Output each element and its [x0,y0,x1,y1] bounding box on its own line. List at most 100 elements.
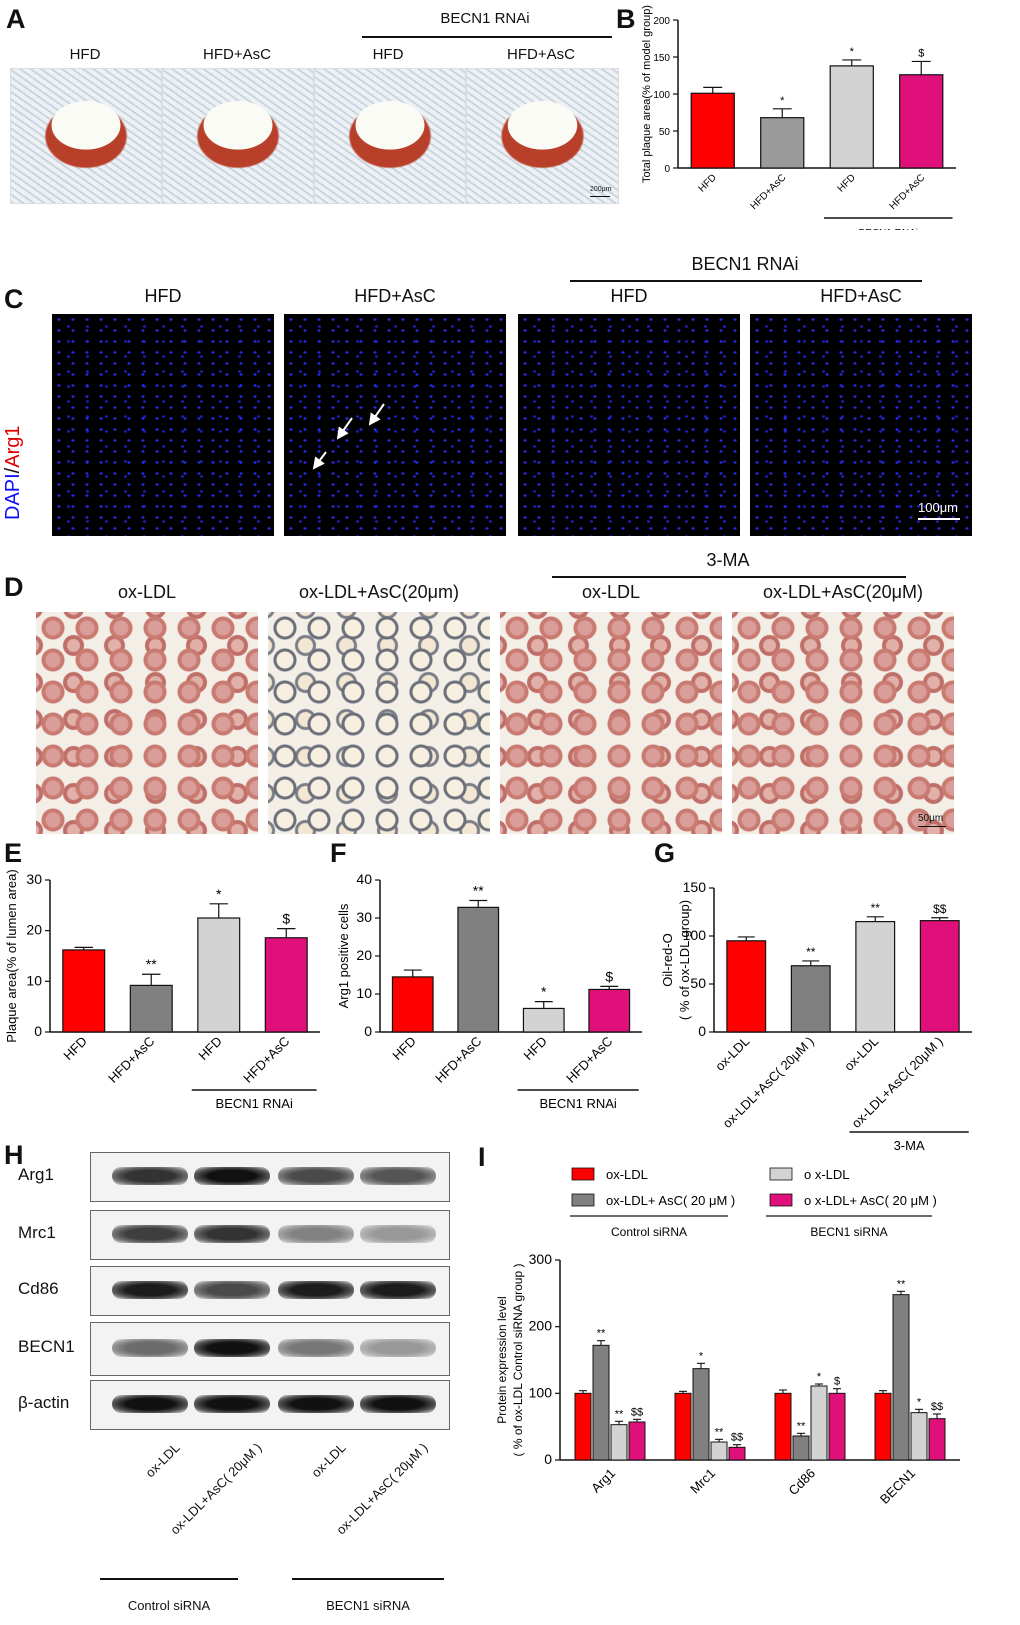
panel-a-image-1 [10,68,162,204]
blot-band [278,1281,354,1299]
blot-strip [90,1210,450,1260]
chart-f-category-label: HFD+AsC [432,1034,484,1086]
chart-f-bar [391,976,434,1033]
chart-i-category-label: Mrc1 [687,1466,718,1497]
chart-i-bar [910,1412,928,1461]
blot-band [194,1395,270,1413]
chart-i-category-label: Arg1 [588,1466,618,1496]
chart-b-bar [760,117,805,169]
panel-letter-g: G [654,838,676,868]
panel-c-scale-label: 100μm [918,500,959,515]
blot-group-line [292,1578,444,1580]
chart-e-bar [129,984,173,1033]
panel-letter-i: I [478,1142,486,1172]
chart-i-legend-group-label-2: BECN1 siRNA [810,1225,887,1239]
chart-e-group-label: BECN1 RNAi [216,1096,293,1111]
chart-e-ytick-label: 10 [26,972,42,988]
chart-i-legend-label: o x-LDL+ AsC( 20 μM ) [804,1193,937,1208]
chart-e-ytick-label: 0 [34,1023,42,1039]
panel-a-label-3: HFD [372,46,404,63]
chart-f-ylabel: Arg1 positive cells [336,903,351,1008]
arg1-label: Arg1 [2,425,24,468]
chart-i-bar [874,1392,892,1461]
chart-f-ytick-label: 40 [356,871,372,887]
chart-e-ytick-label: 20 [26,922,42,938]
chart-e-category-label: HFD+AsC [105,1034,157,1086]
chart-g-bar [726,940,767,1033]
chart-i-category-label: BECN1 [877,1466,918,1507]
chart-b-ytick-label: 50 [659,127,671,138]
panel-a-label-2: HFD+AsC [203,46,271,63]
panel-letter-f: F [330,838,347,868]
panel-a-image-3 [314,68,466,204]
chart-f-ytick-label: 30 [356,909,372,925]
panel-a-scale-bar [590,196,610,197]
panel-d-group-label: 3-MA [706,550,750,570]
chart-g-ytick-label: 0 [698,1023,706,1039]
blot-band [360,1395,436,1413]
chart-f-bar [522,1007,565,1033]
chart-g-sig-label: ** [871,901,881,915]
chart-i-bar [628,1421,646,1461]
chart-e-ylabel: Plaque area(% of lumen area) [4,869,19,1042]
blot-band [194,1225,270,1243]
chart-e-category-label: HFD+AsC [240,1034,292,1086]
blot-band [112,1167,188,1185]
blot-band [194,1281,270,1299]
chart-e-bar [264,937,308,1033]
chart-b-bar [899,74,944,169]
blot-band [112,1339,188,1357]
blot-group-line [100,1578,238,1580]
chart-i-sig-label: * [817,1371,822,1383]
chart-i-ytick-label: 200 [529,1318,553,1334]
chart-i-sig-label: $$ [631,1406,643,1418]
chart-f-sig-label: * [541,984,547,1000]
panel-a-label-1: HFD [69,46,101,63]
blot-band [278,1395,354,1413]
panel-d-image-4 [732,612,954,834]
blot-band [360,1281,436,1299]
blot-band [112,1225,188,1243]
panel-letter-a: A [6,4,26,34]
blot-lane-label: ox-LDL+AsC( 20μM ) [167,1440,265,1538]
panel-c-group-line [570,280,922,282]
chart-g-category-label: ox-LDL [841,1034,881,1074]
chart-e-sig-label: $ [282,911,290,927]
blot-group-label: BECN1 siRNA [326,1598,410,1613]
blot-band [194,1339,270,1357]
side-label-slash: / [2,467,24,474]
chart-g-sig-label: ** [806,945,816,959]
chart-i-sig-label: * [917,1396,922,1408]
chart-i-legend-swatch [769,1193,793,1207]
chart-i-ytick-label: 100 [529,1384,553,1400]
blot-protein-label: BECN1 [18,1337,75,1356]
chart-b-ytick-label: 150 [653,53,670,64]
chart-b-ytick-label: 100 [653,90,670,101]
panel-d-image-3 [500,612,722,834]
chart-e-sig-label: ** [146,956,157,972]
panel-a-group-line [362,36,612,38]
panel-d-label-1: ox-LDL [117,582,177,602]
chart-f-category-label: HFD [520,1034,549,1063]
chart-i-legend-label: ox-LDL [606,1167,648,1182]
blot-lane-label: ox-LDL [142,1440,183,1481]
dapi-label: DAPI [2,473,24,520]
chart-b-ytick-label: 200 [653,16,670,27]
blot-band [360,1225,436,1243]
chart-g-ylabel: Oil-red-O [660,933,675,986]
chart-i-sig-label: $$ [731,1432,743,1444]
chart-f-ytick-label: 10 [356,985,372,1001]
chart-g-ylabel-2: ( % of ox-LDL group) [677,900,692,1020]
chart-i-bar [928,1418,946,1461]
panel-c-image-1 [52,314,274,536]
panel-letter-e: E [4,838,23,868]
blot-strip [90,1380,450,1430]
chart-f-category-label: HFD [389,1034,418,1063]
blot-band [278,1167,354,1185]
chart-f-sig-label: $ [605,968,613,984]
panel-d-label-4: ox-LDL+AsC(20μM) [763,582,923,602]
chart-i-ytick-label: 300 [529,1251,553,1267]
blot-protein-label: Mrc1 [18,1223,56,1242]
